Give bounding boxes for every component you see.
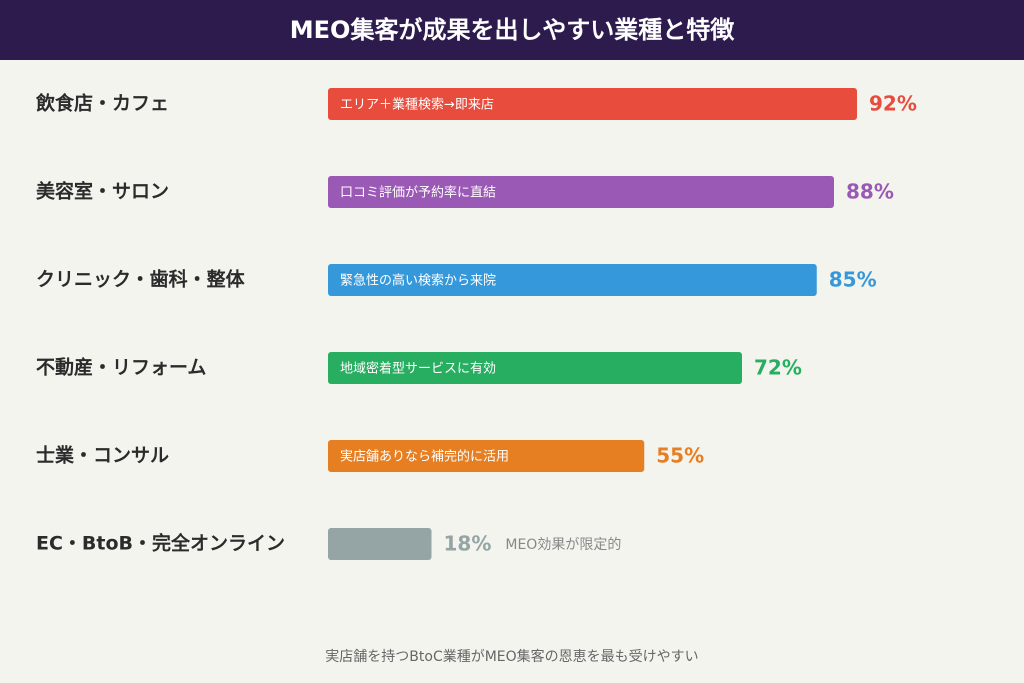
- bar: [328, 440, 645, 472]
- bar: [328, 88, 857, 120]
- category-label: クリニック・歯科・整体: [36, 268, 246, 291]
- bar-note: 緊急性の高い検索から来院: [340, 273, 496, 289]
- category-label: 不動産・リフォーム: [36, 356, 206, 379]
- value-label: 55%: [656, 444, 704, 468]
- bar: [328, 528, 432, 560]
- bar-note: エリア＋業種検索→即来店: [340, 97, 494, 113]
- category-label: 美容室・サロン: [36, 180, 169, 203]
- value-label: 72%: [754, 356, 802, 380]
- bar-note: 地域密着型サービスに有効: [340, 361, 496, 377]
- bar-note: 実店舗ありなら補完的に活用: [340, 449, 509, 465]
- category-label: 士業・コンサル: [36, 444, 169, 467]
- category-label: EC・BtoB・完全オンライン: [36, 532, 285, 555]
- chart-title: MEO集客が成果を出しやすい業種と特徴: [290, 16, 735, 44]
- title-bar: [0, 0, 1024, 60]
- value-label: 18%: [444, 532, 492, 556]
- bar-note: MEO効果が限定的: [505, 537, 621, 553]
- bar: [328, 176, 834, 208]
- footnote: 実店舗を持つBtoC業種がMEO集客の恩恵を最も受けやすい: [325, 648, 698, 665]
- bar: [328, 264, 817, 296]
- bar: [328, 352, 742, 384]
- value-label: 92%: [869, 92, 917, 116]
- value-label: 85%: [829, 268, 877, 292]
- value-label: 88%: [846, 180, 894, 204]
- category-label: 飲食店・カフェ: [35, 92, 169, 115]
- bar-note: 口コミ評価が予約率に直結: [340, 185, 496, 201]
